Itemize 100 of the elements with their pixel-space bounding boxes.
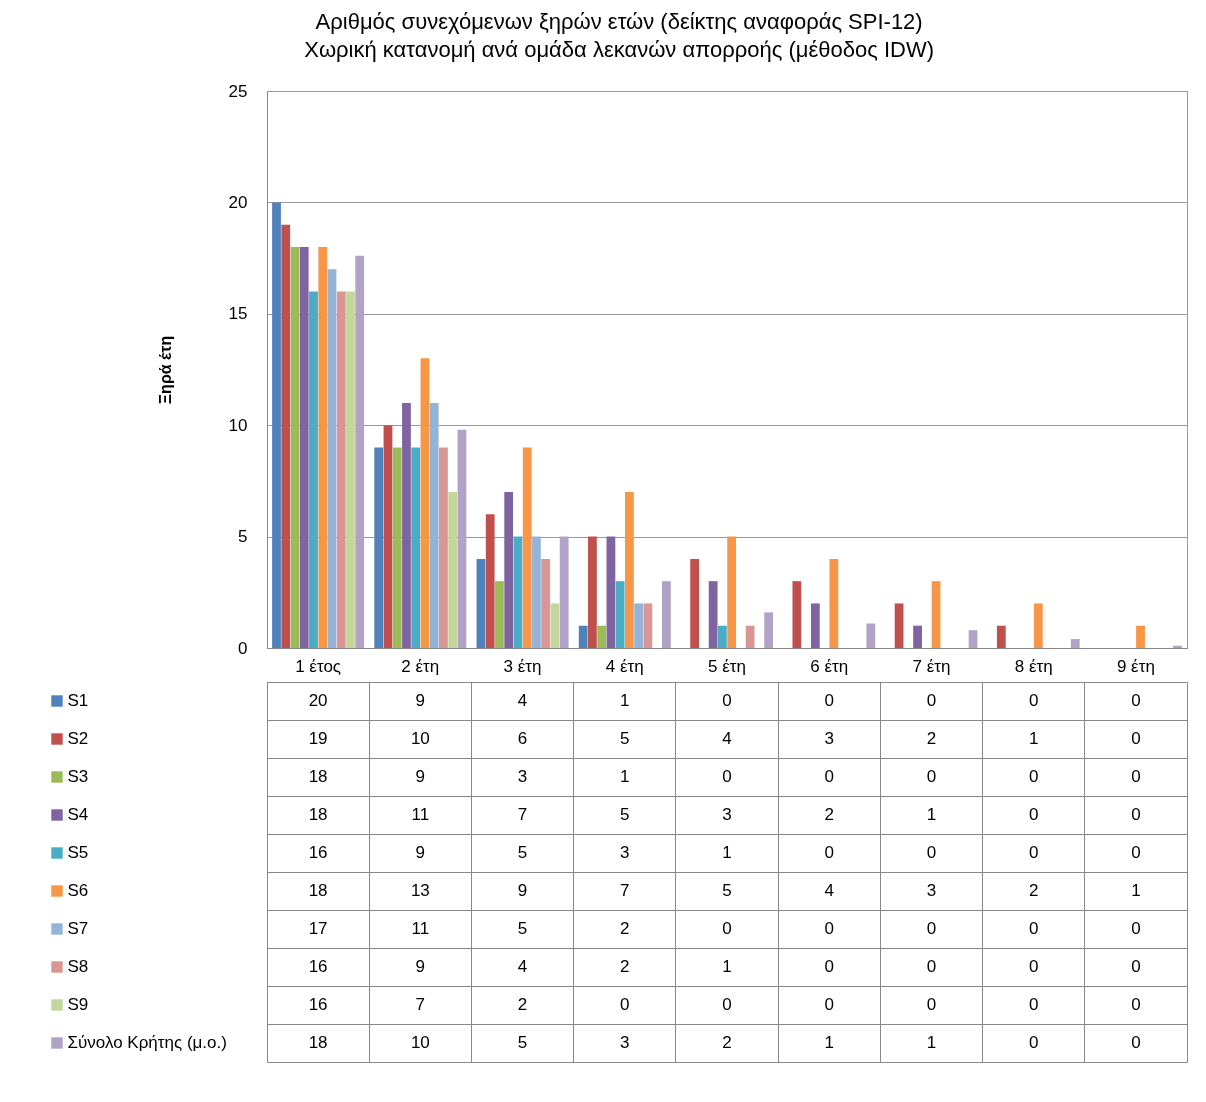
data-label: 18	[308, 767, 328, 786]
data-label: 1	[1131, 881, 1141, 900]
legend-label: S2	[67, 729, 89, 748]
bar	[606, 536, 616, 648]
data-label: 3	[824, 729, 834, 748]
bar	[913, 625, 922, 648]
data-label: 5	[722, 881, 732, 900]
data-label: 18	[308, 805, 328, 824]
data-label: 4	[517, 957, 528, 976]
bar	[504, 492, 514, 648]
data-label: 3	[926, 881, 937, 900]
data-label: 1	[722, 843, 732, 862]
data-label: 2	[722, 1033, 732, 1052]
data-label: 16	[308, 995, 328, 1014]
legend-label: S5	[67, 843, 89, 862]
data-label: 0	[722, 767, 732, 786]
bar	[578, 625, 588, 648]
x-tick-label: 5 έτη	[708, 656, 746, 676]
data-label: 6	[517, 729, 528, 748]
data-label: 2	[1028, 881, 1039, 900]
data-label: 20	[308, 691, 328, 710]
data-label: 7	[415, 995, 426, 1014]
x-tick-label: 8 έτη	[1014, 656, 1053, 676]
y-tick-label: 10	[228, 415, 248, 435]
data-label: 13	[410, 881, 430, 900]
bar	[272, 202, 281, 648]
data-label: 2	[620, 919, 630, 938]
bar	[541, 558, 551, 648]
data-label: 0	[1131, 729, 1141, 748]
legend-label: S6	[67, 881, 89, 900]
bar	[588, 536, 597, 648]
data-label: 0	[1131, 1033, 1141, 1052]
bar	[522, 447, 532, 648]
data-label: 5	[517, 919, 528, 938]
bar	[476, 558, 486, 648]
legend-label: S8	[67, 957, 89, 976]
data-label: 3	[517, 767, 528, 786]
bar	[439, 447, 448, 648]
bar	[281, 224, 291, 648]
data-label: 1	[1028, 729, 1039, 748]
data-label: 4	[517, 691, 528, 710]
legend-label: S3	[67, 767, 89, 786]
x-tick-label: 3 έτη	[503, 656, 542, 676]
data-label: 0	[824, 691, 834, 710]
bar	[290, 246, 300, 648]
data-label: 4	[824, 881, 834, 900]
bar	[346, 291, 355, 648]
bar	[717, 625, 727, 648]
y-tick-label: 20	[228, 192, 248, 212]
bar	[996, 625, 1006, 648]
y-tick-label: 0	[238, 638, 248, 658]
data-label: 0	[1131, 957, 1141, 976]
bar	[764, 612, 773, 648]
legend-label: S7	[67, 919, 89, 938]
y-tick-label: 5	[238, 527, 248, 547]
bar	[866, 623, 876, 648]
data-label: 11	[411, 805, 430, 824]
bar	[597, 625, 607, 648]
bar	[1070, 639, 1080, 648]
data-label: 0	[722, 919, 732, 938]
data-label: 2	[824, 805, 834, 824]
bar	[559, 536, 569, 648]
data-label: 0	[1028, 691, 1039, 710]
data-label: 18	[308, 881, 328, 900]
data-label: 7	[517, 805, 528, 824]
data-label: 4	[722, 729, 732, 748]
bar	[327, 269, 337, 648]
bar	[355, 255, 365, 648]
x-tick-label: 4 έτη	[605, 656, 644, 676]
bar	[383, 425, 393, 648]
bar	[457, 429, 467, 648]
data-label: 0	[926, 995, 937, 1014]
x-tick-label: 2 έτη	[401, 656, 440, 676]
data-label: 0	[1131, 691, 1141, 710]
data-label: 0	[1131, 995, 1141, 1014]
bar	[318, 246, 328, 648]
data-label: 3	[620, 1033, 630, 1052]
data-label: 0	[926, 691, 937, 710]
bar	[420, 358, 430, 648]
data-label: 9	[415, 957, 426, 976]
data-label: 0	[1131, 805, 1141, 824]
bar	[550, 603, 560, 648]
data-label: 0	[824, 957, 834, 976]
chart-title: Αριθμός συνεχόμενων ξηρών ετών (δείκτης αναφοράς SPI-12)	[315, 8, 923, 34]
x-tick-label: 6 έτη	[810, 656, 849, 676]
data-label: 5	[517, 1033, 528, 1052]
bar	[336, 291, 346, 648]
bar	[690, 558, 700, 648]
data-label: 0	[1131, 843, 1141, 862]
data-label: 5	[620, 805, 630, 824]
data-label: 0	[1131, 767, 1141, 786]
bar	[634, 603, 644, 648]
x-tick-label: 1 έτος	[295, 656, 342, 676]
bar	[532, 536, 541, 648]
bar	[1136, 625, 1145, 648]
bar	[829, 558, 839, 648]
bar	[625, 492, 634, 648]
data-label: 10	[410, 1033, 430, 1052]
bar	[374, 447, 384, 648]
data-label: 0	[1028, 767, 1039, 786]
